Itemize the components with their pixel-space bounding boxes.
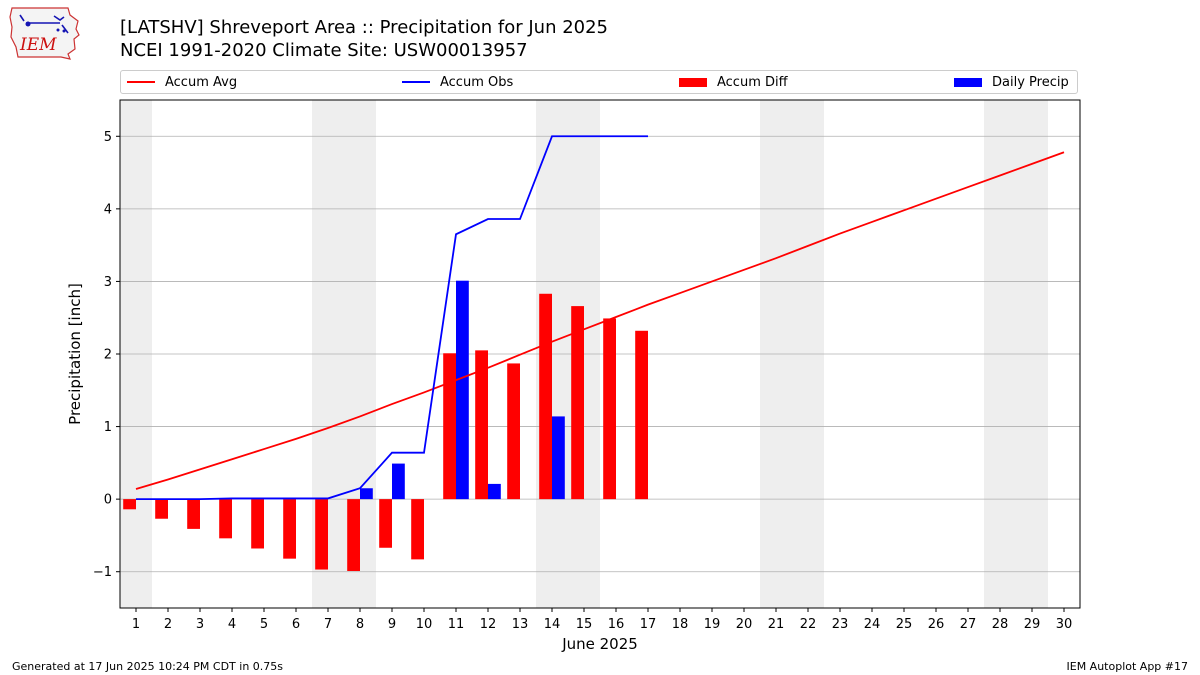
x-tick-label: 23 — [832, 617, 849, 632]
x-tick-label: 1 — [132, 617, 140, 632]
accum-diff-bar — [315, 499, 328, 570]
accum-obs-line — [136, 135, 648, 501]
weather-symbols-icon — [19, 14, 69, 34]
accum-diff-bar — [603, 318, 616, 500]
accum-diff-bar — [507, 363, 520, 500]
y-tick-label: 4 — [104, 202, 112, 217]
legend-item-accum-obs: Accum Obs — [402, 71, 513, 93]
accum-diff-bar — [571, 306, 584, 500]
daily-precip-bar — [360, 488, 373, 500]
y-tick-label: 5 — [104, 130, 112, 145]
x-tick-label: 9 — [388, 617, 396, 632]
x-tick-label: 14 — [544, 617, 561, 632]
x-tick-label: 12 — [480, 617, 497, 632]
accum-diff-bar — [379, 499, 392, 548]
accum-diff-bar — [219, 499, 232, 539]
legend-item-accum-diff: Accum Diff — [679, 71, 788, 93]
x-tick-label: 13 — [512, 617, 529, 632]
legend-item-accum-avg: Accum Avg — [127, 71, 237, 93]
chart-title: [LATSHV] Shreveport Area :: Precipitatio… — [120, 17, 609, 38]
accum-diff-bar — [251, 499, 264, 549]
x-tick-label: 7 — [324, 617, 332, 632]
daily-precip-bar — [456, 280, 469, 500]
accum-diff-bar — [187, 499, 200, 529]
accum-diff-bar — [539, 293, 552, 500]
y-tick-label: 2 — [104, 348, 112, 363]
accum-diff-bar — [411, 499, 424, 560]
x-tick-label: 8 — [356, 617, 364, 632]
y-tick-label: −1 — [93, 565, 112, 580]
x-tick-label: 4 — [228, 617, 236, 632]
x-tick-label: 27 — [960, 617, 977, 632]
legend-label-daily-precip: Daily Precip — [992, 74, 1069, 90]
chart-subtitle: NCEI 1991-2020 Climate Site: USW00013957 — [120, 40, 528, 61]
iem-logo: IEM — [9, 7, 80, 60]
x-tick-label: 21 — [768, 617, 785, 632]
logo-text: IEM — [19, 35, 57, 55]
y-tick-label: 3 — [104, 275, 112, 290]
daily-precip-bar — [392, 463, 405, 500]
x-tick-label: 5 — [260, 617, 268, 632]
legend-label-accum-diff: Accum Diff — [717, 74, 788, 90]
x-tick-label: 19 — [704, 617, 721, 632]
x-tick-label: 20 — [736, 617, 753, 632]
x-tick-label: 2 — [164, 617, 172, 632]
x-tick-label: 29 — [1024, 617, 1041, 632]
daily-precip-bar — [488, 483, 501, 500]
x-tick-label: 22 — [800, 617, 817, 632]
y-tick-label: 0 — [104, 493, 112, 508]
x-tick-label: 11 — [448, 617, 465, 632]
x-tick-label: 30 — [1056, 617, 1073, 632]
x-tick-label: 15 — [576, 617, 593, 632]
footer-generated-text: Generated at 17 Jun 2025 10:24 PM CDT in… — [12, 660, 284, 673]
x-tick-label: 28 — [992, 617, 1009, 632]
chart-legend: Accum Avg Accum Obs Accum Diff Daily Pre… — [120, 70, 1078, 94]
accum-diff-bar — [475, 350, 488, 500]
y-tick-label: 1 — [104, 420, 112, 435]
y-axis-label: Precipitation [inch] — [66, 283, 84, 425]
x-tick-label: 3 — [196, 617, 204, 632]
legend-swatch-accum-diff — [679, 77, 707, 87]
x-tick-label: 18 — [672, 617, 689, 632]
footer-app-label: IEM Autoplot App #17 — [1066, 660, 1189, 673]
accum-diff-bar — [347, 499, 360, 571]
x-tick-label: 24 — [864, 617, 881, 632]
legend-swatch-accum-avg — [127, 81, 155, 83]
legend-label-accum-avg: Accum Avg — [165, 74, 238, 90]
accum-diff-bar — [283, 499, 296, 559]
legend-swatch-daily-precip — [954, 77, 982, 87]
daily-precip-bar — [552, 416, 565, 500]
accum-diff-bar — [635, 330, 648, 500]
legend-label-accum-obs: Accum Obs — [440, 74, 514, 90]
accum-avg-line — [135, 151, 1065, 490]
x-tick-label: 16 — [608, 617, 625, 632]
x-tick-label: 6 — [292, 617, 300, 632]
legend-swatch-accum-obs — [402, 81, 430, 83]
x-tick-label: 26 — [928, 617, 945, 632]
x-tick-label: 10 — [416, 617, 433, 632]
x-axis-label: June 2025 — [561, 635, 638, 653]
x-tick-label: 17 — [640, 617, 657, 632]
legend-item-daily-precip: Daily Precip — [954, 71, 1069, 93]
accum-diff-bar — [443, 353, 456, 500]
iowa-outline-icon — [9, 7, 80, 60]
x-tick-label: 25 — [896, 617, 913, 632]
accum-diff-bar — [123, 499, 136, 510]
accum-diff-bar — [155, 499, 168, 519]
